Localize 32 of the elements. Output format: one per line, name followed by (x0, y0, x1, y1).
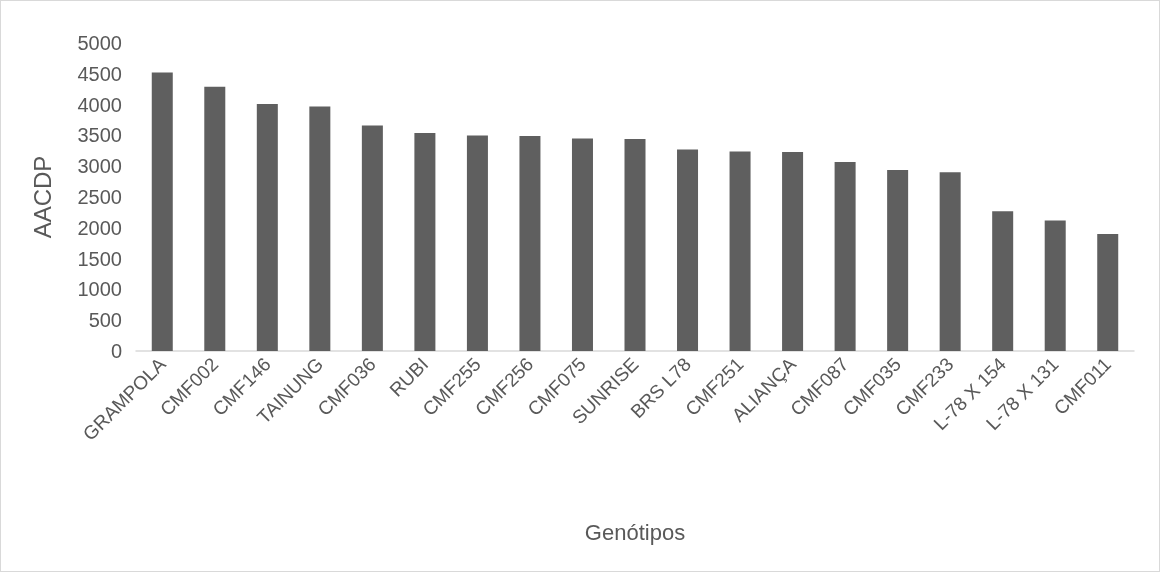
y-tick-label: 2000 (77, 216, 122, 239)
bar (782, 152, 804, 351)
y-tick-label: 0 (110, 340, 122, 362)
x-axis-title: Genótipos (584, 519, 686, 545)
y-tick-label: 4000 (77, 93, 122, 116)
y-axis-title: AACDP (28, 155, 56, 239)
bar (466, 135, 488, 351)
bar (151, 72, 173, 351)
y-tick-label: 3000 (77, 155, 122, 178)
bar (256, 103, 278, 351)
bar (729, 151, 751, 351)
y-tick-label: 500 (88, 309, 122, 332)
bar (414, 132, 436, 351)
y-tick-label: 1000 (77, 278, 122, 301)
y-tick-label: 5000 (77, 32, 122, 54)
bar (1044, 220, 1066, 351)
bar (361, 125, 383, 351)
bar (1097, 233, 1119, 351)
bar (309, 106, 331, 351)
bar (887, 169, 909, 351)
y-tick-label: 3500 (77, 124, 122, 147)
bar (571, 138, 593, 351)
y-tick-label: 1500 (77, 247, 122, 270)
y-tick-label: 2500 (77, 186, 122, 208)
bar (939, 172, 961, 351)
bar (519, 136, 541, 351)
y-tick-label: 4500 (77, 62, 122, 85)
bar (677, 149, 699, 351)
bar (204, 86, 226, 351)
bar (834, 161, 856, 351)
bar (992, 211, 1014, 351)
bar (624, 139, 646, 351)
